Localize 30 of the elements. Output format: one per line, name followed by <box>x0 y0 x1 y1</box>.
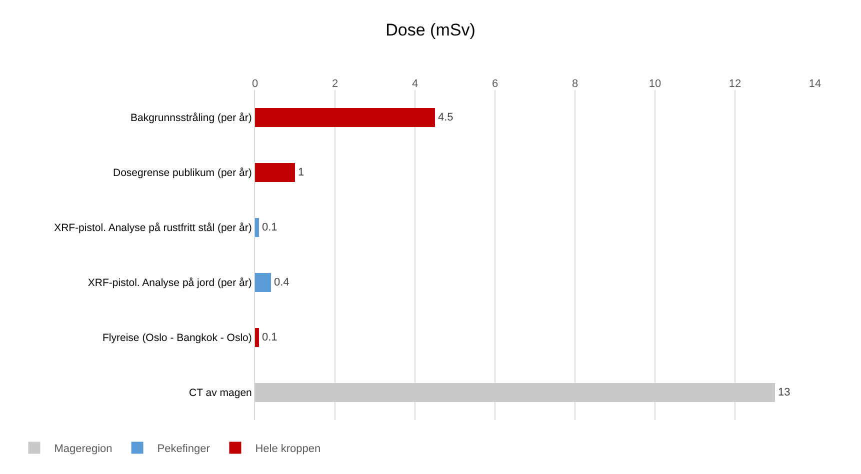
x-tick-label: 12 <box>728 78 742 90</box>
data-label: 0.1 <box>262 332 278 344</box>
data-label: 13 <box>778 386 790 399</box>
x-tick-label: 8 <box>572 78 578 90</box>
x-tick-label: 2 <box>332 78 338 90</box>
data-label: 4.5 <box>438 112 454 124</box>
legend-label: Hele kroppen <box>255 442 321 455</box>
y-tick-label: Bakgrunnsstråling (per år) <box>130 112 252 124</box>
x-tick-label: 6 <box>492 78 498 90</box>
y-tick-label: XRF-pistol. Analyse på rustfritt stål (per år) <box>54 222 252 234</box>
bar <box>255 272 271 292</box>
y-tick-label: Flyreise (Oslo - Bangkok - Oslo) <box>102 332 252 344</box>
bar <box>255 382 775 402</box>
bar <box>255 328 259 348</box>
bar <box>255 108 435 128</box>
y-tick-label: CT av magen <box>189 387 252 400</box>
data-label: 1 <box>298 166 304 178</box>
bar <box>255 162 295 182</box>
legend-label: Pekefinger <box>157 442 210 455</box>
legend-label: Mageregion <box>54 442 112 455</box>
chart-title: Dose (mSv) <box>386 20 476 40</box>
y-tick-label: XRF-pistol. Analyse på jord (per år) <box>88 277 252 290</box>
data-label: 0.4 <box>274 276 290 289</box>
x-tick-label: 14 <box>808 78 822 90</box>
data-label: 0.1 <box>262 222 278 234</box>
x-tick-label: 0 <box>252 78 258 90</box>
x-tick-label: 10 <box>648 78 662 90</box>
bar <box>255 218 259 238</box>
x-tick-label: 4 <box>412 78 418 90</box>
y-tick-label: Dosegrense publikum (per år) <box>112 167 252 180</box>
